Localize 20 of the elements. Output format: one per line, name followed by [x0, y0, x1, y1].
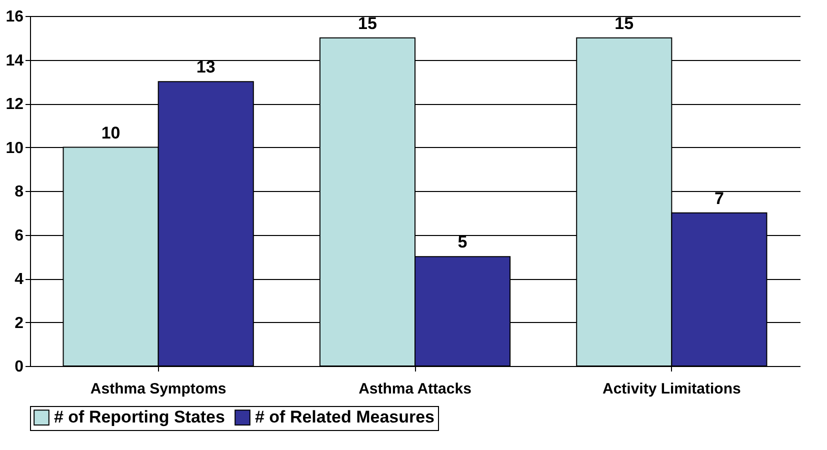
- y-tick-label: 8: [14, 184, 24, 200]
- legend-label: # of Related Measures: [255, 408, 435, 427]
- data-label: 15: [358, 14, 377, 33]
- data-label: 5: [458, 232, 468, 252]
- y-tick-label: 10: [6, 140, 24, 157]
- legend-label: # of Reporting States: [54, 408, 225, 427]
- x-tick-label: Asthma Attacks: [358, 380, 472, 398]
- y-tick-label: 2: [14, 314, 24, 332]
- x-tick-label: Asthma Symptoms: [90, 380, 226, 398]
- data-label: 7: [714, 188, 724, 208]
- data-label: 10: [101, 123, 120, 142]
- y-tick-label: 6: [14, 227, 24, 244]
- y-tick-label: 14: [6, 52, 24, 70]
- data-label: 15: [614, 14, 634, 33]
- x-tick-label: Activity Limitations: [602, 380, 741, 398]
- y-tick-label: 0: [14, 358, 24, 376]
- y-tick-label: 4: [14, 271, 24, 288]
- data-label: 13: [196, 58, 216, 77]
- y-tick-label: 16: [6, 8, 24, 26]
- y-tick-label: 12: [6, 96, 24, 113]
